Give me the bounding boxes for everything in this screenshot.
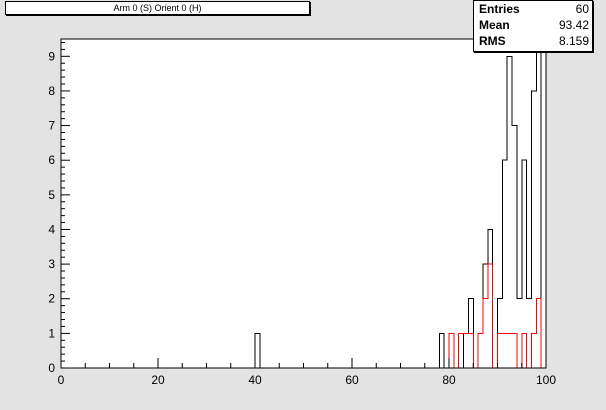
y-tick-label: 5: [48, 188, 55, 202]
y-tick-label: 9: [48, 49, 55, 63]
plot-frame: [60, 38, 547, 369]
histogram-title: Arm 0 (S) Orient 0 (H): [113, 3, 202, 13]
y-tick-label: 1: [48, 326, 55, 340]
stat-row-rms: RMS 8.159: [474, 33, 592, 49]
x-tick-label: 20: [151, 373, 165, 387]
x-tick-label: 60: [345, 373, 359, 387]
y-tick-label: 0: [48, 361, 55, 375]
stat-row-mean: Mean 93.42: [474, 17, 592, 33]
x-tick-label: 40: [248, 373, 262, 387]
stat-row-entries: Entries 60: [474, 1, 592, 17]
stat-value: 60: [575, 2, 589, 16]
histogram-series-1: [61, 263, 546, 369]
series-layer: [61, 21, 546, 369]
x-tick-label: 80: [442, 373, 456, 387]
y-tick-label: 2: [48, 292, 55, 306]
x-tick-label: 0: [58, 373, 65, 387]
stat-value: 8.159: [558, 34, 589, 48]
y-tick-label: 3: [48, 257, 55, 271]
stat-label: RMS: [479, 34, 506, 48]
y-tick-label: 6: [48, 153, 55, 167]
stat-label: Mean: [479, 18, 510, 32]
histogram-title-box: Arm 0 (S) Orient 0 (H): [5, 1, 310, 15]
y-tick-label: 4: [48, 222, 55, 236]
statistics-box: Entries 60 Mean 93.42 RMS 8.159: [473, 0, 593, 52]
y-tick-label: 8: [48, 84, 55, 98]
stat-value: 93.42: [558, 18, 589, 32]
x-tick-label: 100: [536, 373, 556, 387]
stat-label: Entries: [479, 2, 520, 16]
y-tick-label: 7: [48, 119, 55, 133]
axes-layer: 0 20 40 60 80 100 0 1 2 3 4 5 6 7 8 9: [48, 39, 556, 387]
